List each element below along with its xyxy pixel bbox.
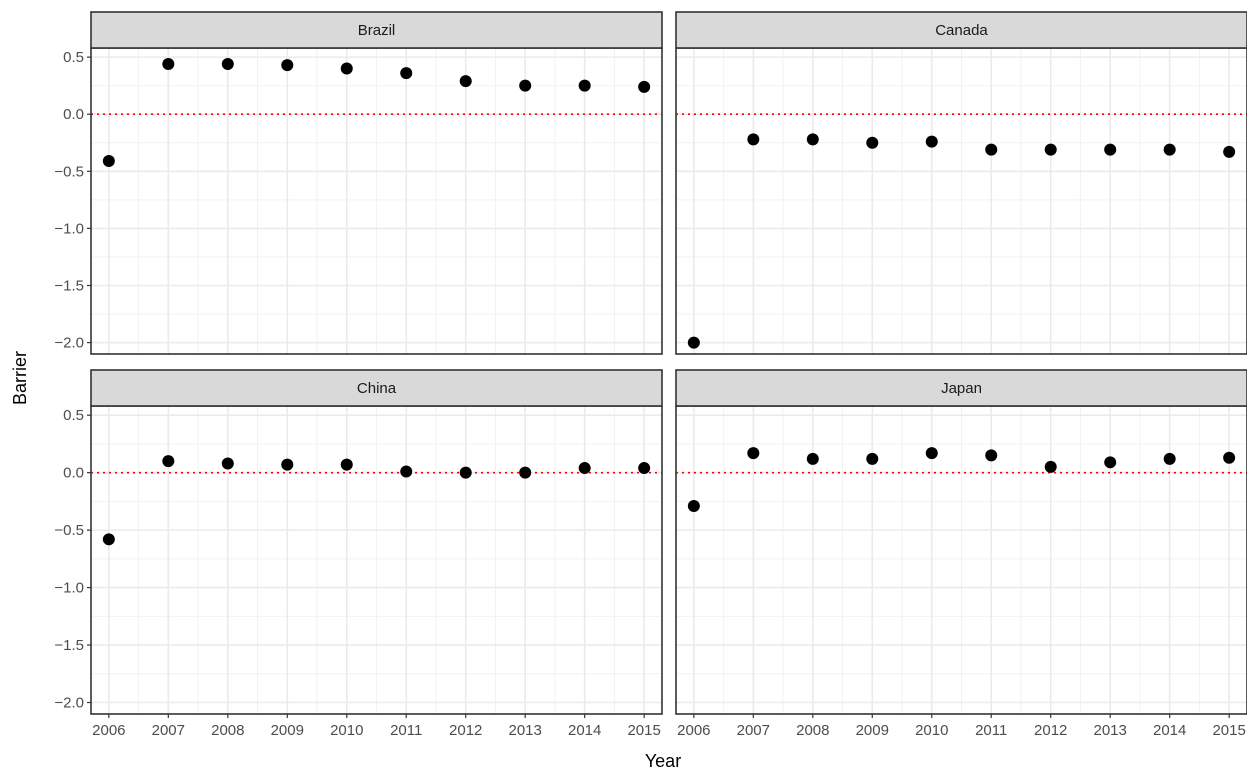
strip-label-japan: Japan [941,380,982,397]
x-tick-label: 2015 [627,722,660,739]
data-point-brazil-2012 [459,75,472,88]
x-tick-label: 2007 [737,722,770,739]
y-axis-title: Barrier [10,351,30,405]
strip-background [90,11,663,49]
data-point-canada-2015 [1223,145,1236,158]
data-point-japan-2014 [1163,452,1176,465]
x-tick-label: 2007 [152,722,185,739]
x-tick-label: 2006 [92,722,125,739]
data-point-china-2010 [340,458,353,471]
y-tick-label: −0.5 [54,522,84,539]
x-tick-label: 2010 [915,722,948,739]
y-tick-label: −1.0 [54,220,84,237]
data-point-brazil-2009 [281,59,294,72]
x-tick-label: 2013 [1094,722,1127,739]
facet-japan: Japan 2006 2007 2008 2009 2010 2011 2012 2013 201… [675,369,1247,739]
data-point-canada-2006 [687,336,700,349]
data-point-china-2006 [102,533,115,546]
data-point-canada-2009 [866,136,879,149]
x-axis-title: Year [645,751,681,771]
x-tick-label: 2011 [975,722,1007,739]
x-tick-label: 2015 [1212,722,1245,739]
x-tick-label: 2014 [568,722,601,739]
x-tick-label: 2006 [677,722,710,739]
y-tick-label: −1.5 [54,277,84,294]
strip-label-brazil: Brazil [358,22,396,39]
strip-label-canada: Canada [935,22,988,39]
data-point-canada-2012 [1044,143,1057,156]
x-tick-label: 2012 [1034,722,1067,739]
data-point-canada-2007 [747,133,760,146]
strip-label-china: China [357,380,397,397]
data-point-brazil-2008 [221,57,234,70]
data-point-brazil-2010 [340,62,353,75]
data-point-japan-2012 [1044,460,1057,473]
y-tick-label: −2.0 [54,335,84,352]
y-tick-label: 0.5 [63,407,84,424]
x-tick-label: 2012 [449,722,482,739]
data-point-canada-2008 [806,133,819,146]
data-point-canada-2014 [1163,143,1176,156]
y-tick-label: −1.5 [54,637,84,654]
data-point-brazil-2007 [162,57,175,70]
y-tick-label: −2.0 [54,695,84,712]
data-point-brazil-2014 [578,79,591,92]
data-point-japan-2007 [747,447,760,460]
data-point-brazil-2006 [102,155,115,168]
strip-background [675,369,1247,407]
data-point-japan-2009 [866,452,879,465]
x-tick-label: 2008 [796,722,829,739]
data-point-china-2009 [281,458,294,471]
data-point-japan-2011 [985,449,998,462]
data-point-brazil-2011 [400,67,413,80]
x-tick-label: 2009 [271,722,304,739]
data-point-china-2008 [221,457,234,470]
data-point-japan-2008 [806,452,819,465]
data-point-canada-2013 [1104,143,1117,156]
data-point-canada-2011 [985,143,998,156]
data-point-japan-2010 [925,447,938,460]
x-tick-label: 2009 [856,722,889,739]
y-tick-label: 0.5 [63,49,84,66]
facet-brazil: Brazil 0.5 0.0 −0.5 −1.0 −1.5 −2.0 [54,11,663,355]
data-point-china-2013 [519,466,532,479]
data-point-brazil-2013 [519,79,532,92]
x-tick-label: 2014 [1153,722,1186,739]
strip-background [675,11,1247,49]
x-tick-label: 2013 [509,722,542,739]
x-tick-label: 2011 [390,722,422,739]
data-point-china-2012 [459,466,472,479]
facet-canada: Canada [675,11,1247,355]
data-point-china-2007 [162,455,175,468]
data-point-japan-2006 [687,499,700,512]
data-point-japan-2015 [1223,451,1236,464]
data-point-japan-2013 [1104,456,1117,469]
data-point-brazil-2015 [638,80,651,93]
x-tick-label: 2010 [330,722,363,739]
y-tick-label: −0.5 [54,163,84,180]
strip-background [90,369,663,407]
y-tick-label: 0.0 [63,106,84,123]
data-point-canada-2010 [925,135,938,148]
data-point-china-2015 [638,462,651,475]
x-tick-label: 2008 [211,722,244,739]
facet-china: China 0.5 0.0 −0.5 −1.0 −1.5 −2.0 2006 2007 2008 2… [54,369,663,739]
y-tick-label: 0.0 [63,465,84,482]
y-tick-label: −1.0 [54,580,84,597]
facet-panels: Brazil 0.5 0.0 −0.5 −1.0 −1.5 −2.0 Canada China 0… [54,11,1247,739]
data-point-china-2014 [578,462,591,475]
data-point-china-2011 [400,465,413,478]
